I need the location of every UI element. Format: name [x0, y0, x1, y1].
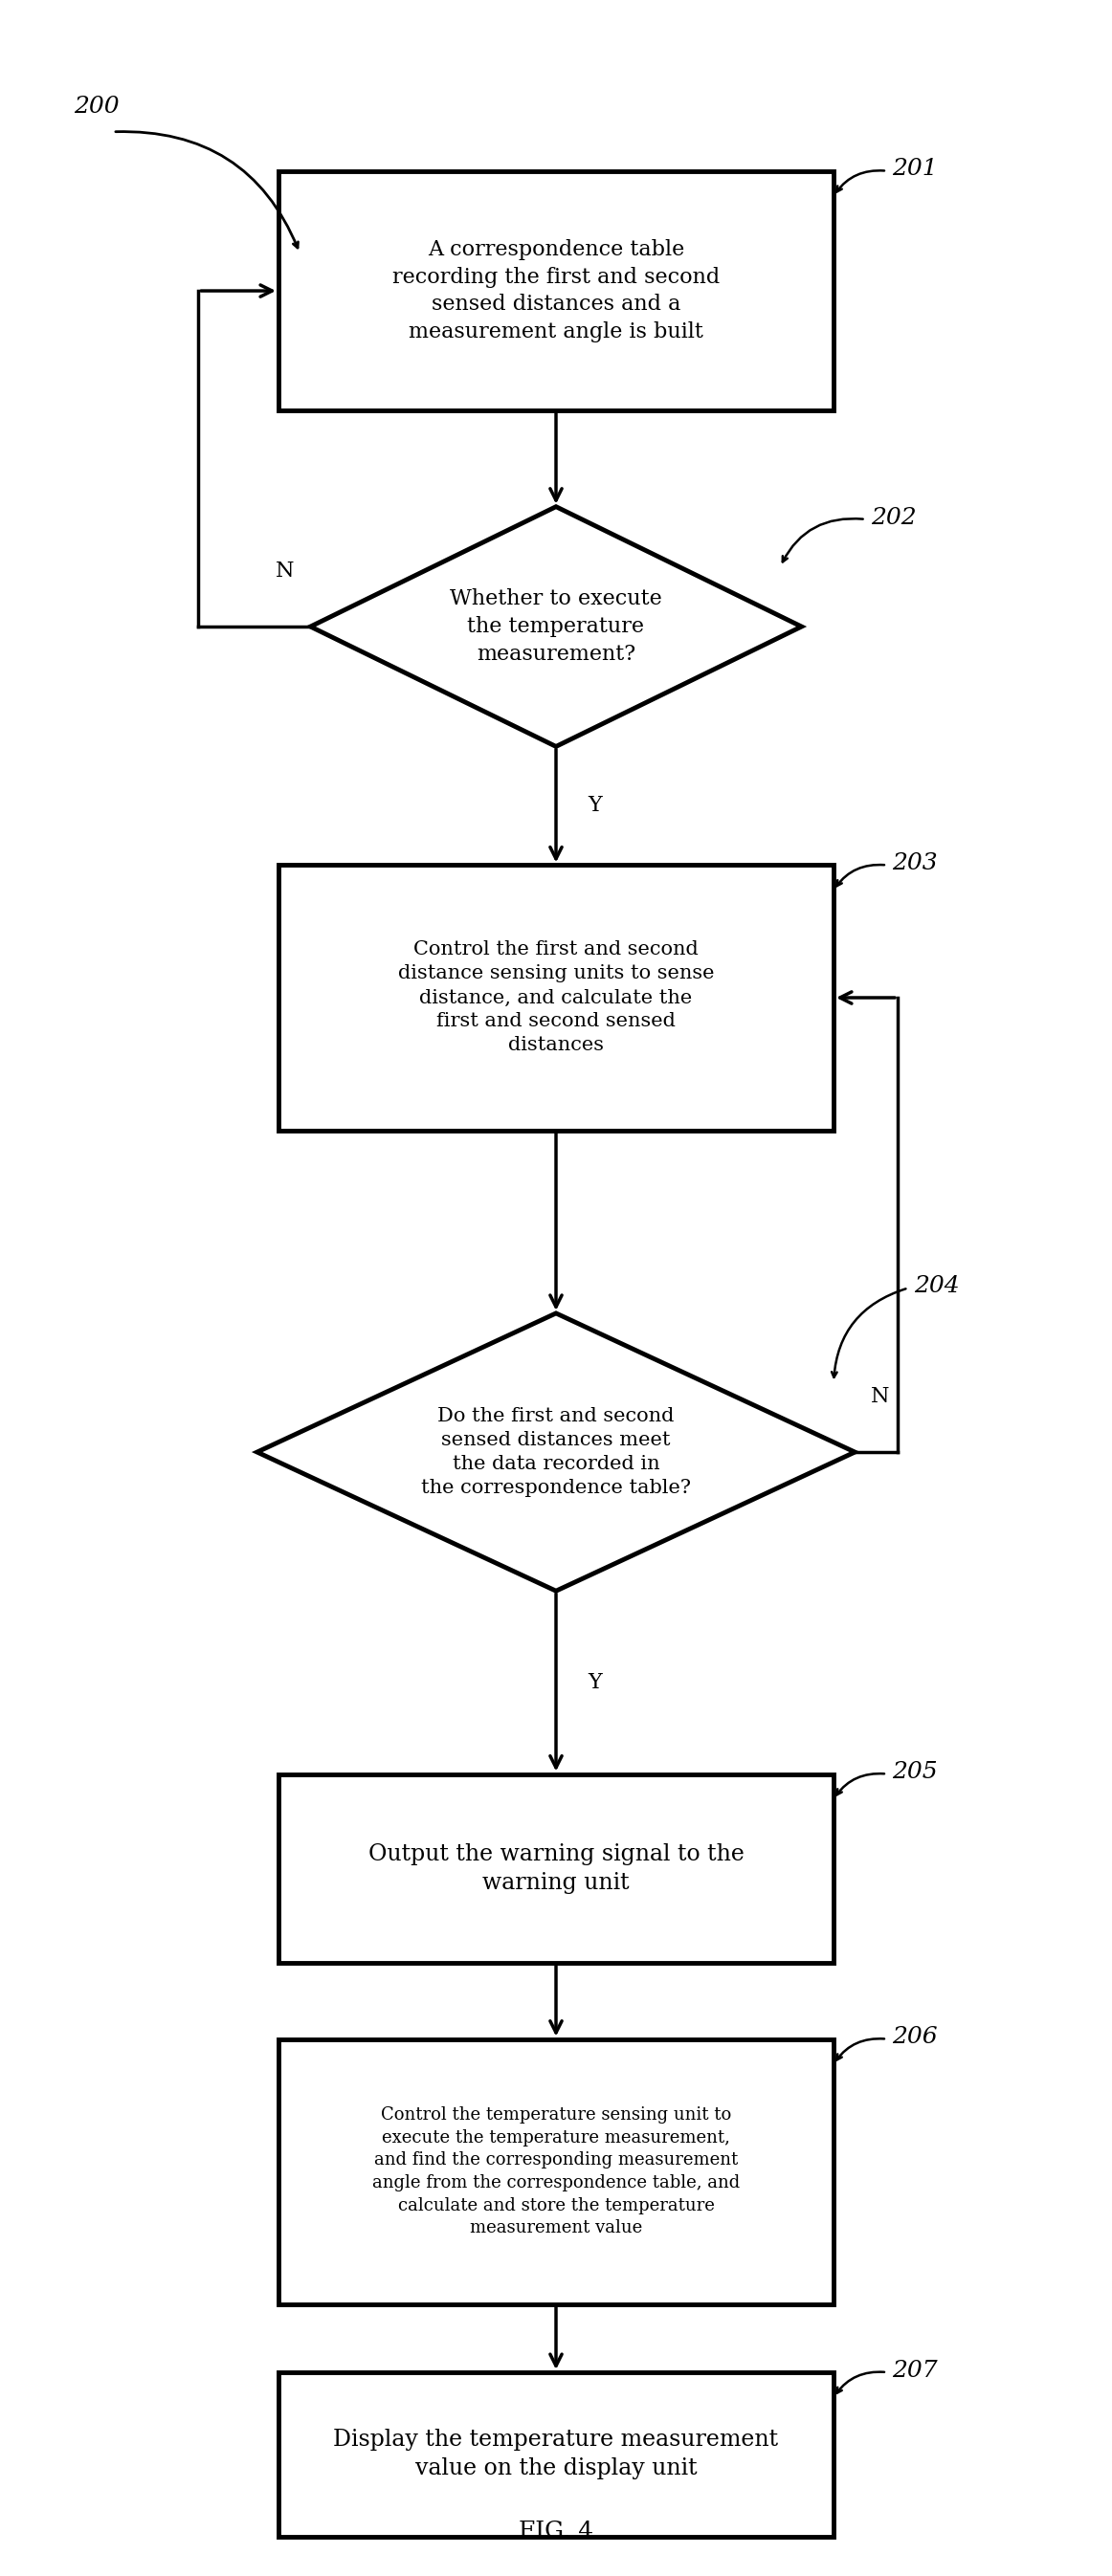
FancyBboxPatch shape — [278, 1775, 834, 1963]
Text: 205: 205 — [892, 1762, 937, 1783]
Text: A correspondence table
recording the first and second
sensed distances and a
mea: A correspondence table recording the fir… — [393, 240, 719, 343]
Text: 204: 204 — [914, 1275, 960, 1298]
Text: N: N — [871, 1386, 890, 1406]
Text: Y: Y — [588, 796, 602, 817]
Text: FIG. 4: FIG. 4 — [518, 2522, 594, 2543]
Text: 201: 201 — [892, 157, 937, 180]
Text: Do the first and second
sensed distances meet
the data recorded in
the correspon: Do the first and second sensed distances… — [421, 1406, 691, 1497]
Text: Whether to execute
the temperature
measurement?: Whether to execute the temperature measu… — [450, 587, 662, 665]
Text: N: N — [276, 559, 295, 582]
FancyBboxPatch shape — [278, 170, 834, 410]
FancyBboxPatch shape — [278, 2372, 834, 2537]
Polygon shape — [310, 507, 802, 747]
FancyBboxPatch shape — [278, 2040, 834, 2303]
Text: Display the temperature measurement
value on the display unit: Display the temperature measurement valu… — [334, 2429, 778, 2481]
FancyBboxPatch shape — [278, 866, 834, 1131]
Text: Control the temperature sensing unit to
execute the temperature measurement,
and: Control the temperature sensing unit to … — [373, 2107, 739, 2236]
Text: Y: Y — [588, 1672, 602, 1692]
Text: 203: 203 — [892, 853, 937, 873]
Text: 207: 207 — [892, 2360, 937, 2383]
Text: 200: 200 — [75, 95, 120, 118]
Polygon shape — [257, 1314, 855, 1592]
Text: 202: 202 — [871, 507, 916, 528]
Text: Control the first and second
distance sensing units to sense
distance, and calcu: Control the first and second distance se… — [398, 940, 714, 1054]
Text: 206: 206 — [892, 2027, 937, 2048]
Text: Output the warning signal to the
warning unit: Output the warning signal to the warning… — [368, 1844, 744, 1893]
